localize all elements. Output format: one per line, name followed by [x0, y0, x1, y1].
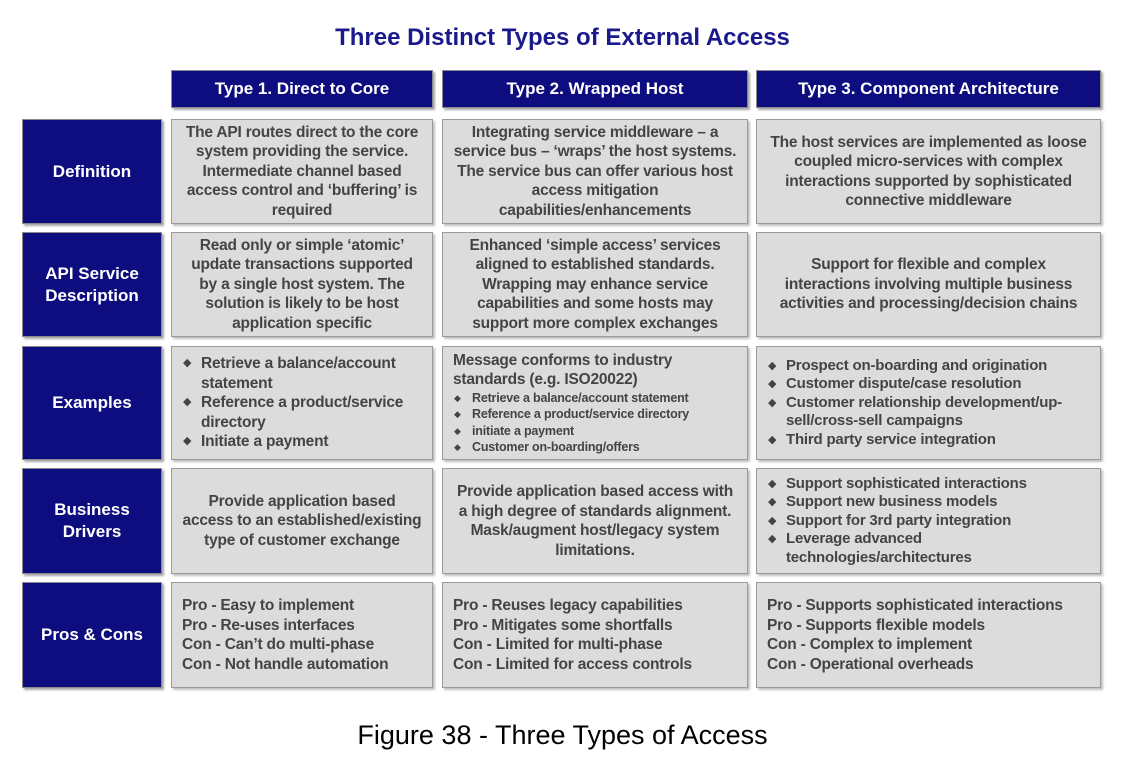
cell-definition-type-2: Integrating service middleware – a servi…	[442, 119, 748, 224]
row-header-business-drivers: Business Drivers	[22, 468, 162, 574]
list-item: Customer relationship development/up-sel…	[767, 394, 1090, 431]
pros-cons-line: Con - Limited for access controls	[453, 655, 692, 673]
pros-cons-line: Con - Operational overheads	[767, 655, 974, 673]
row-header-definition: Definition	[22, 119, 162, 224]
cell-api-description-type-1: Read only or simple ‘atomic’ update tran…	[171, 232, 433, 337]
figure-caption: Figure 38 - Three Types of Access	[357, 720, 768, 750]
cell-text: The API routes direct to the core system…	[185, 123, 419, 219]
list-item: initiate a payment	[453, 423, 737, 440]
list-item: Prospect on-boarding and origination	[767, 357, 1090, 376]
pros-cons-line: Con - Complex to implement	[767, 636, 972, 653]
pros-cons-line: Pro - Reuses legacy capabilities	[453, 597, 683, 614]
list-item: Retrieve a balance/account statement	[182, 354, 422, 393]
cell-business-drivers-type-3: Support sophisticated interactions Suppo…	[756, 468, 1101, 574]
list-item: Customer on-boarding/offers	[453, 439, 737, 456]
cell-business-drivers-type-2: Provide application based access with a …	[442, 468, 748, 574]
cell-intro-text: Message conforms to industry standards (…	[453, 351, 673, 389]
bullet-list: Support sophisticated interactions Suppo…	[767, 475, 1090, 568]
cell-examples-type-3: Prospect on-boarding and origination Cus…	[756, 346, 1101, 460]
pros-cons-line: Pro - Supports sophisticated interaction…	[767, 597, 1063, 614]
cell-text: Provide application based access to an e…	[182, 492, 422, 549]
cell-examples-type-2: Message conforms to industry standards (…	[442, 346, 748, 460]
cell-definition-type-3: The host services are implemented as loo…	[756, 119, 1101, 224]
cell-business-drivers-type-1: Provide application based access to an e…	[171, 468, 433, 574]
pros-cons-line: Con - Not handle automation	[182, 655, 389, 673]
pros-cons-line: Pro - Mitigates some shortfalls	[453, 616, 673, 634]
pros-cons-line: Pro - Re-uses interfaces	[182, 616, 355, 634]
cell-pros-cons-type-2: Pro - Reuses legacy capabilities Pro - M…	[442, 582, 748, 688]
list-item: Retrieve a balance/account statement	[453, 390, 737, 407]
pros-cons-line: Pro - Easy to implement	[182, 597, 354, 614]
cell-text: Support for flexible and complex interac…	[779, 256, 1078, 313]
diagram-title: Three Distinct Types of External Access	[335, 24, 790, 51]
cell-text: Provide application based access with a …	[456, 483, 733, 559]
cell-text: Integrating service middleware – a servi…	[453, 123, 737, 219]
column-header-type-2: Type 2. Wrapped Host	[442, 70, 748, 108]
cell-definition-type-1: The API routes direct to the core system…	[171, 119, 433, 224]
row-header-api-service-description: API Service Description	[22, 232, 162, 337]
list-item: Initiate a payment	[182, 432, 422, 452]
cell-text: Read only or simple ‘atomic’ update tran…	[191, 236, 413, 332]
bullet-list: Retrieve a balance/account statement Ref…	[453, 390, 737, 456]
row-header-examples: Examples	[22, 346, 162, 460]
cell-text: The host services are implemented as loo…	[770, 133, 1087, 210]
list-item: Support for 3rd party integration	[767, 512, 1090, 531]
list-item: Leverage advanced technologies/architect…	[767, 530, 1090, 567]
list-item: Support sophisticated interactions	[767, 475, 1090, 494]
cell-text: Enhanced ‘simple access’ services aligne…	[469, 236, 721, 332]
cell-api-description-type-3: Support for flexible and complex interac…	[756, 232, 1101, 337]
list-item: Customer dispute/case resolution	[767, 375, 1090, 394]
pros-cons-line: Pro - Supports flexible models	[767, 616, 985, 634]
list-item: Reference a product/service directory	[182, 393, 422, 432]
cell-examples-type-1: Retrieve a balance/account statement Ref…	[171, 346, 433, 460]
column-header-type-1: Type 1. Direct to Core	[171, 70, 433, 108]
pros-cons-line: Con - Can’t do multi-phase	[182, 636, 374, 653]
cell-api-description-type-2: Enhanced ‘simple access’ services aligne…	[442, 232, 748, 337]
list-item: Support new business models	[767, 493, 1090, 512]
pros-cons-line: Con - Limited for multi-phase	[453, 636, 663, 653]
cell-pros-cons-type-1: Pro - Easy to implement Pro - Re-uses in…	[171, 582, 433, 688]
column-header-type-3: Type 3. Component Architecture	[756, 70, 1101, 108]
row-header-pros-cons: Pros & Cons	[22, 582, 162, 688]
bullet-list: Retrieve a balance/account statement Ref…	[182, 354, 422, 452]
list-item: Third party service integration	[767, 431, 1090, 450]
bullet-list: Prospect on-boarding and origination Cus…	[767, 357, 1090, 450]
cell-pros-cons-type-3: Pro - Supports sophisticated interaction…	[756, 582, 1101, 688]
list-item: Reference a product/service directory	[453, 406, 737, 423]
